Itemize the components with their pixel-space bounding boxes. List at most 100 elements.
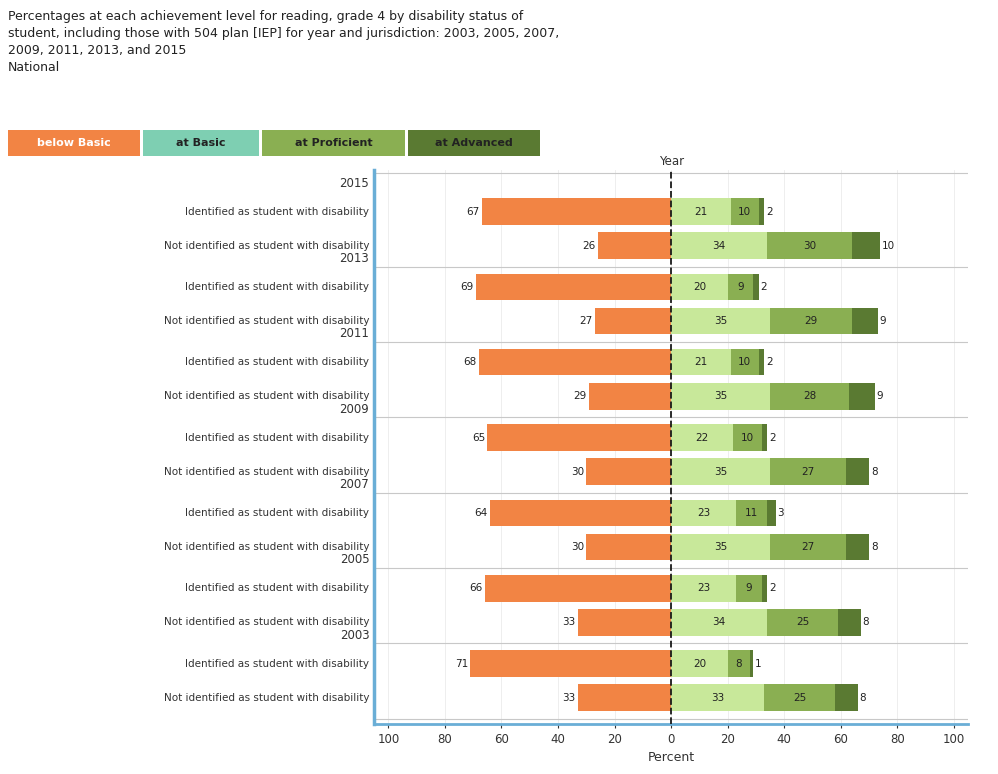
Text: 2: 2: [766, 358, 772, 367]
Text: 8: 8: [736, 659, 743, 669]
Bar: [767, 232, 852, 259]
Bar: [770, 534, 846, 560]
Bar: [846, 458, 869, 485]
Text: 11: 11: [746, 508, 758, 518]
Bar: [764, 684, 835, 711]
Text: 3: 3: [777, 508, 784, 518]
Text: 23: 23: [697, 584, 711, 593]
Text: 67: 67: [466, 207, 479, 217]
Bar: [852, 308, 877, 334]
Bar: [838, 609, 860, 635]
Bar: [767, 500, 775, 526]
Bar: [671, 458, 770, 485]
Bar: [731, 198, 758, 224]
Text: 25: 25: [793, 693, 806, 703]
Bar: [484, 575, 671, 601]
Text: 35: 35: [714, 467, 728, 477]
Bar: [671, 609, 767, 635]
Bar: [671, 349, 731, 375]
Text: Identified as student with disability: Identified as student with disability: [173, 358, 369, 367]
Text: 26: 26: [582, 241, 596, 251]
Text: Identified as student with disability: Identified as student with disability: [173, 508, 369, 518]
Bar: [671, 650, 728, 676]
Text: 2009: 2009: [339, 402, 369, 416]
Text: 2005: 2005: [339, 553, 369, 567]
Bar: [578, 684, 671, 711]
Text: Percentages at each achievement level for reading, grade 4 by disability status : Percentages at each achievement level fo…: [8, 10, 559, 74]
Bar: [578, 609, 671, 635]
Text: 2: 2: [769, 584, 775, 593]
Text: 34: 34: [713, 241, 726, 251]
Text: Not identified as student with disability: Not identified as student with disabilit…: [164, 241, 369, 251]
Text: 33: 33: [562, 693, 576, 703]
Bar: [671, 684, 764, 711]
Text: 10: 10: [741, 433, 754, 443]
Bar: [728, 650, 750, 676]
Text: Year: Year: [659, 155, 684, 168]
Text: 2013: 2013: [339, 252, 369, 265]
Bar: [586, 458, 671, 485]
Text: at Proficient: at Proficient: [294, 139, 372, 148]
Text: Identified as student with disability: Identified as student with disability: [173, 659, 369, 669]
Text: 10: 10: [739, 358, 751, 367]
Text: Identified as student with disability: Identified as student with disability: [173, 584, 369, 593]
Bar: [490, 500, 671, 526]
Text: 8: 8: [871, 467, 877, 477]
Bar: [595, 308, 671, 334]
Text: Not identified as student with disability: Not identified as student with disabilit…: [164, 693, 369, 703]
Bar: [849, 383, 874, 409]
Text: 8: 8: [862, 618, 869, 628]
Bar: [758, 198, 764, 224]
Bar: [753, 274, 758, 300]
Text: 25: 25: [796, 618, 809, 628]
Bar: [852, 232, 880, 259]
Bar: [758, 349, 764, 375]
X-axis label: Percent: Percent: [648, 752, 695, 764]
Text: at Basic: at Basic: [177, 139, 226, 148]
Text: 1: 1: [754, 659, 761, 669]
Bar: [835, 684, 858, 711]
Bar: [770, 308, 852, 334]
Text: 2007: 2007: [339, 478, 369, 491]
Text: 9: 9: [876, 392, 883, 402]
Text: 33: 33: [562, 618, 576, 628]
Text: 10: 10: [739, 207, 751, 217]
Text: below Basic: below Basic: [37, 139, 111, 148]
Bar: [671, 308, 770, 334]
Text: 9: 9: [746, 584, 752, 593]
Bar: [598, 232, 671, 259]
Text: 35: 35: [714, 392, 728, 402]
Bar: [470, 650, 671, 676]
Text: Identified as student with disability: Identified as student with disability: [173, 207, 369, 217]
Bar: [482, 198, 671, 224]
Text: 21: 21: [695, 207, 708, 217]
Text: Identified as student with disability: Identified as student with disability: [173, 433, 369, 443]
Bar: [479, 349, 671, 375]
Text: at Advanced: at Advanced: [435, 139, 513, 148]
Bar: [846, 534, 869, 560]
Text: Not identified as student with disability: Not identified as student with disabilit…: [164, 392, 369, 402]
Bar: [737, 575, 761, 601]
Text: Identified as student with disability: Identified as student with disability: [173, 282, 369, 292]
Bar: [671, 534, 770, 560]
Bar: [671, 500, 737, 526]
Bar: [737, 500, 767, 526]
Text: 27: 27: [579, 316, 593, 326]
Bar: [770, 458, 846, 485]
Bar: [671, 383, 770, 409]
Bar: [671, 232, 767, 259]
Bar: [731, 349, 758, 375]
Text: 8: 8: [859, 693, 866, 703]
Bar: [761, 424, 767, 450]
Text: 2: 2: [760, 282, 767, 292]
Bar: [487, 424, 671, 450]
Text: 2015: 2015: [339, 176, 369, 190]
Text: Not identified as student with disability: Not identified as student with disabilit…: [164, 542, 369, 552]
Text: 64: 64: [475, 508, 488, 518]
Text: 71: 71: [455, 659, 468, 669]
Text: 2: 2: [769, 433, 775, 443]
Text: 28: 28: [803, 392, 816, 402]
Text: 21: 21: [695, 358, 708, 367]
Text: 65: 65: [472, 433, 485, 443]
Text: 2003: 2003: [339, 628, 369, 642]
